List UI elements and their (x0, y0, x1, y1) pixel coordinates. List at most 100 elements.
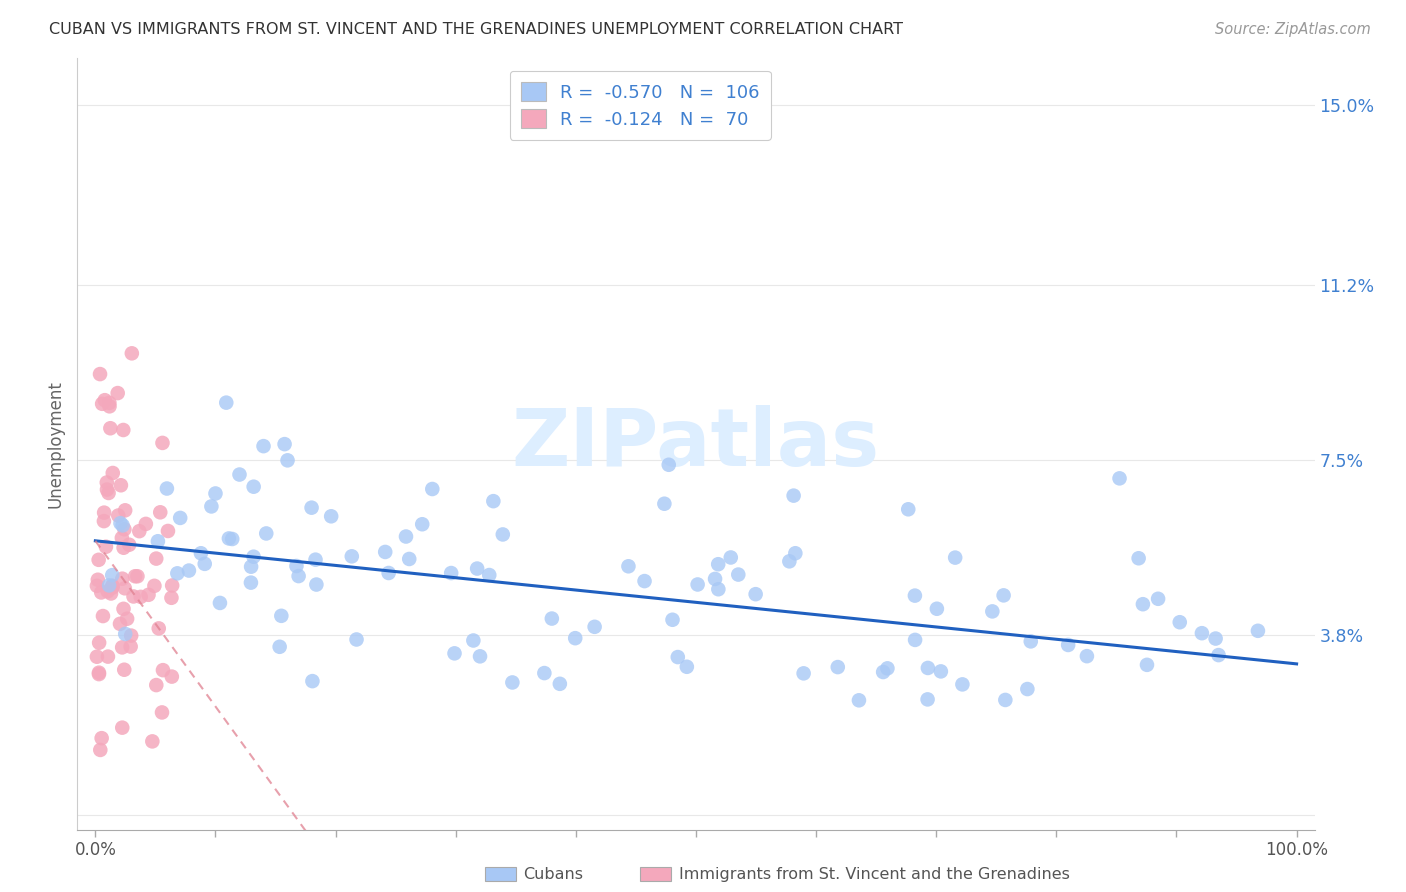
Point (89, 636, 111, 650)
Point (101, 579, 124, 593)
Point (112, 541, 135, 555)
Point (148, 621, 170, 635)
Point (1017, 681, 1039, 696)
Text: CUBAN VS IMMIGRANTS FROM ST. VINCENT AND THE GRENADINES UNEMPLOYMENT CORRELATION: CUBAN VS IMMIGRANTS FROM ST. VINCENT AND… (49, 22, 903, 37)
Point (160, 670, 183, 684)
Point (127, 569, 149, 583)
Point (617, 559, 640, 574)
Point (1205, 632, 1227, 646)
Point (1136, 657, 1159, 672)
Point (87, 667, 110, 681)
Point (398, 552, 420, 566)
Point (305, 577, 328, 591)
Point (111, 572, 134, 586)
Point (478, 568, 501, 582)
Point (1147, 591, 1170, 606)
Point (91, 609, 114, 624)
Point (107, 386, 129, 401)
Point (114, 503, 136, 517)
Point (374, 545, 396, 559)
Point (661, 613, 683, 627)
Point (156, 482, 179, 496)
Point (208, 596, 231, 610)
Point (111, 518, 134, 533)
Point (654, 497, 676, 511)
Point (90, 585, 112, 599)
Point (304, 552, 326, 566)
Point (1208, 648, 1230, 662)
Point (633, 574, 655, 588)
Point (143, 579, 166, 593)
Point (177, 564, 200, 578)
Point (112, 423, 135, 437)
Point (872, 665, 894, 679)
Point (97, 649, 120, 664)
Point (101, 568, 124, 582)
Point (160, 591, 183, 605)
Point (1108, 471, 1130, 485)
Point (658, 458, 681, 472)
Point (827, 660, 849, 674)
Point (97, 584, 120, 599)
Point (793, 666, 815, 681)
Point (160, 578, 183, 592)
Point (346, 632, 368, 647)
Point (110, 516, 132, 530)
Point (96, 483, 118, 497)
Point (707, 558, 730, 572)
Point (301, 500, 323, 515)
Point (943, 550, 966, 565)
Point (727, 567, 749, 582)
Point (94, 540, 117, 554)
Point (1076, 649, 1098, 664)
Point (340, 549, 363, 564)
Point (785, 546, 807, 560)
Point (221, 532, 243, 546)
Point (98, 396, 121, 410)
Point (501, 675, 523, 690)
Point (111, 531, 134, 545)
Point (540, 611, 562, 625)
Point (118, 538, 141, 552)
Point (1019, 634, 1042, 648)
Point (917, 661, 939, 675)
Point (1168, 615, 1191, 630)
Point (420, 482, 443, 496)
Point (904, 589, 927, 603)
Point (93, 506, 115, 520)
Point (128, 524, 150, 538)
Point (218, 532, 240, 546)
Point (124, 569, 146, 583)
Point (110, 478, 132, 492)
Point (443, 646, 465, 660)
Point (981, 604, 1004, 618)
Point (93, 514, 115, 528)
Legend: R =  -0.570   N =  106, R =  -0.124   N =  70: R = -0.570 N = 106, R = -0.124 N = 70 (510, 70, 770, 139)
Point (993, 588, 1015, 602)
Point (120, 629, 142, 643)
Point (252, 439, 274, 453)
Point (704, 572, 727, 586)
Point (111, 721, 134, 735)
Point (929, 665, 952, 679)
Point (952, 677, 974, 691)
Point (285, 559, 308, 574)
Point (273, 437, 295, 451)
Point (91, 397, 114, 411)
Point (112, 602, 135, 616)
Point (254, 526, 277, 541)
Point (112, 522, 135, 536)
Point (301, 674, 323, 689)
Point (482, 494, 505, 508)
Point (468, 649, 491, 664)
Point (876, 661, 898, 675)
Point (720, 550, 742, 565)
Point (411, 517, 433, 532)
Text: Source: ZipAtlas.com: Source: ZipAtlas.com (1215, 22, 1371, 37)
Point (492, 527, 515, 541)
Point (321, 509, 343, 524)
Point (101, 581, 124, 595)
Point (190, 546, 212, 560)
Point (686, 577, 709, 591)
Point (87, 665, 110, 680)
